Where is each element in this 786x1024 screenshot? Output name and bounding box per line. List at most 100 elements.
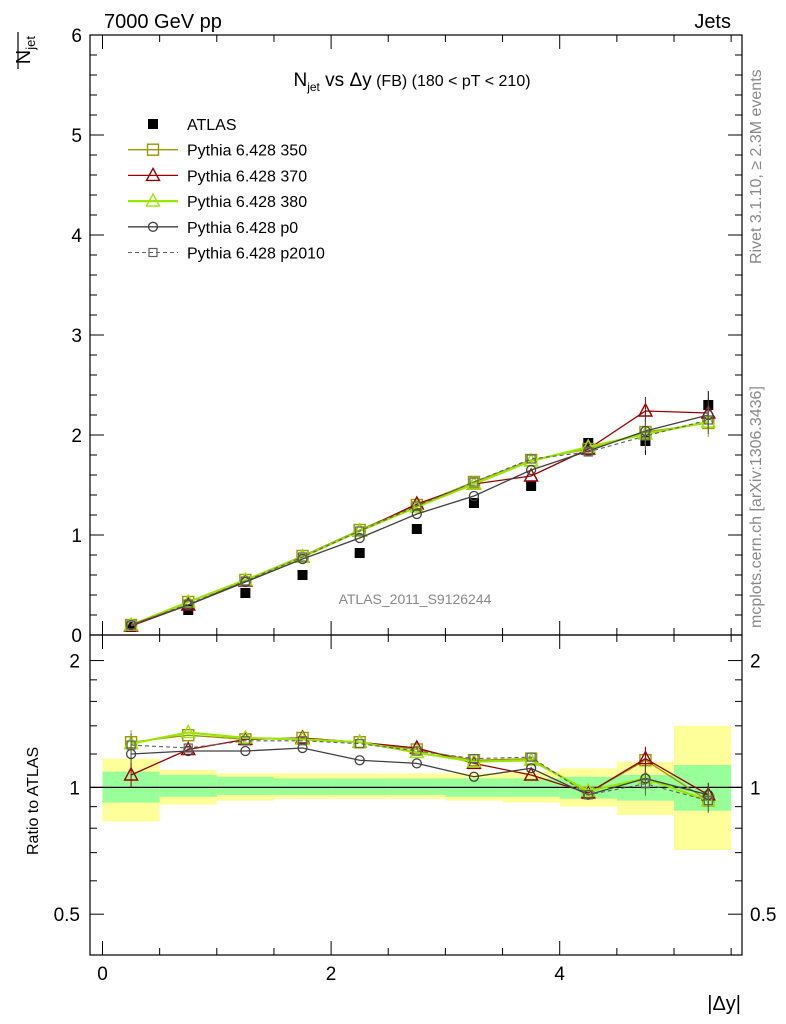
data-point	[240, 588, 251, 598]
legend-label: Pythia 6.428 370	[187, 168, 307, 185]
ratio-y-axis-label: Ratio to ATLAS	[25, 747, 42, 855]
ratio-point	[525, 763, 537, 774]
y-tick-label: 0	[71, 626, 82, 647]
ratio-point	[703, 796, 713, 806]
x-axis-label: |Δy|	[707, 993, 741, 1015]
data-point	[703, 415, 713, 425]
ratio-axes: 0.5 0.5 1 1 2 2 0 2 4	[54, 635, 776, 985]
data-point	[297, 570, 308, 580]
data-point	[468, 490, 480, 502]
legend-marker	[145, 192, 161, 207]
ratio-point	[466, 753, 482, 768]
data-point	[183, 599, 193, 609]
x-tick-label: 2	[326, 964, 337, 985]
chart-title: Njet vs Δy (FB) (180 < pT < 210)	[293, 70, 530, 94]
mcplots-reference: mcplots.cern.ch [arXiv:1306.3436]	[748, 386, 765, 628]
y-tick-label: 1	[71, 526, 82, 547]
ratio-point	[297, 742, 308, 754]
ratio-line-pythia-6-428-p0	[131, 747, 709, 796]
series-line-pythia-6-428-380	[130, 420, 709, 627]
ratio-point	[640, 779, 651, 789]
data-point	[526, 454, 536, 464]
ratio-point	[468, 771, 480, 782]
ratio-y-tick-label-right: 1	[750, 778, 761, 799]
ratio-series-pythia-6-428-p2010	[126, 733, 713, 813]
uncertainty-band-green	[273, 778, 332, 795]
uncertainty-band-green	[159, 774, 217, 797]
legend: ATLAS Pythia 6.428 350 Pythia 6.428 370 Pyt…	[128, 117, 325, 263]
ratio-plot-area	[90, 724, 742, 851]
ratio-point	[412, 746, 422, 756]
data-point	[409, 498, 425, 513]
ratio-y-tick-label: 2	[69, 652, 80, 673]
y-tick-label: 2	[71, 426, 82, 447]
rivet-version: Rivet 3.1.10, ≥ 2.3M events	[748, 69, 765, 264]
ratio-y-tick-label: 1	[69, 778, 80, 799]
ratio-point	[583, 790, 593, 800]
legend-marker	[146, 143, 160, 156]
legend-entry-atlas: ATLAS	[148, 117, 237, 134]
data-point	[466, 475, 482, 490]
y-tick-label: 4	[71, 226, 82, 247]
data-point	[411, 524, 422, 534]
data-point	[354, 548, 365, 558]
ratio-point	[297, 736, 308, 746]
data-point	[637, 402, 654, 417]
legend-marker	[147, 221, 159, 232]
ratio-y-tick-label: 0.5	[54, 905, 80, 926]
ratio-point	[637, 750, 654, 765]
data-point	[297, 552, 308, 562]
data-point	[126, 622, 137, 632]
ratio-point	[580, 782, 596, 797]
ratio-y-tick-label-right: 0.5	[750, 905, 776, 926]
ratio-point	[411, 758, 422, 769]
legend-entry-pythia-6-428-380: Pythia 6.428 380	[128, 192, 307, 211]
ratio-point	[183, 743, 193, 753]
ratio-point	[523, 766, 539, 781]
y-tick-label: 6	[71, 26, 82, 47]
legend-label: Pythia 6.428 p2010	[187, 246, 325, 263]
y-tick-label: 5	[71, 126, 82, 147]
ratio-line-pythia-6-428-380	[130, 731, 709, 802]
ratio-panel: 0.5 0.5 1 1 2 2 0 2 4 Ratio to ATLAS |Δy|	[25, 634, 776, 1015]
legend-entry-pythia-6-428-p0: Pythia 6.428 p0	[128, 220, 298, 237]
series-line-pythia-6-428-p0	[130, 414, 709, 626]
legend-label: Pythia 6.428 p0	[187, 220, 298, 237]
legend-label: ATLAS	[187, 117, 237, 134]
data-point	[526, 481, 537, 491]
ratio-point	[180, 724, 196, 739]
y-axis-label: Njet	[13, 36, 38, 65]
data-point	[469, 477, 479, 487]
data-point	[640, 431, 651, 441]
legend-marker	[145, 166, 161, 182]
ratio-point	[469, 754, 479, 764]
ratio-y-tick-label-right: 2	[750, 652, 761, 673]
data-point	[351, 522, 368, 537]
ratio-point	[240, 745, 251, 757]
legend-marker	[148, 119, 158, 129]
data-point	[126, 620, 136, 630]
legend-entry-pythia-6-428-350: Pythia 6.428 350	[128, 143, 307, 160]
analysis-watermark: ATLAS_2011_S9126244	[339, 591, 492, 607]
series-line-pythia-6-428-p2010	[130, 419, 709, 626]
ratio-point	[354, 755, 365, 766]
data-point	[354, 532, 365, 544]
ratio-point	[126, 740, 136, 750]
uncertainty-band-green	[331, 778, 389, 795]
data-point	[525, 464, 537, 476]
upper-panel: 0 1 2 3 4 5 6 Njet vs Δy (FB) (180 < pT < 210)…	[71, 26, 743, 647]
ratio-point	[123, 766, 139, 781]
upper-plot-area	[123, 391, 716, 632]
header-right: Jets	[694, 11, 731, 33]
series-pythia-6-428-p2010	[126, 406, 713, 630]
data-point	[355, 526, 365, 536]
data-point	[583, 447, 593, 457]
uncertainty-band-green	[388, 778, 446, 795]
data-point	[523, 467, 539, 482]
legend-label: Pythia 6.428 350	[187, 143, 307, 160]
upper-y-axis: 0 1 2 3 4 5 6	[71, 26, 742, 647]
legend-entry-pythia-6-428-370: Pythia 6.428 370	[128, 166, 307, 185]
legend-marker	[148, 247, 158, 258]
ratio-line-pythia-6-428-370	[130, 737, 709, 796]
